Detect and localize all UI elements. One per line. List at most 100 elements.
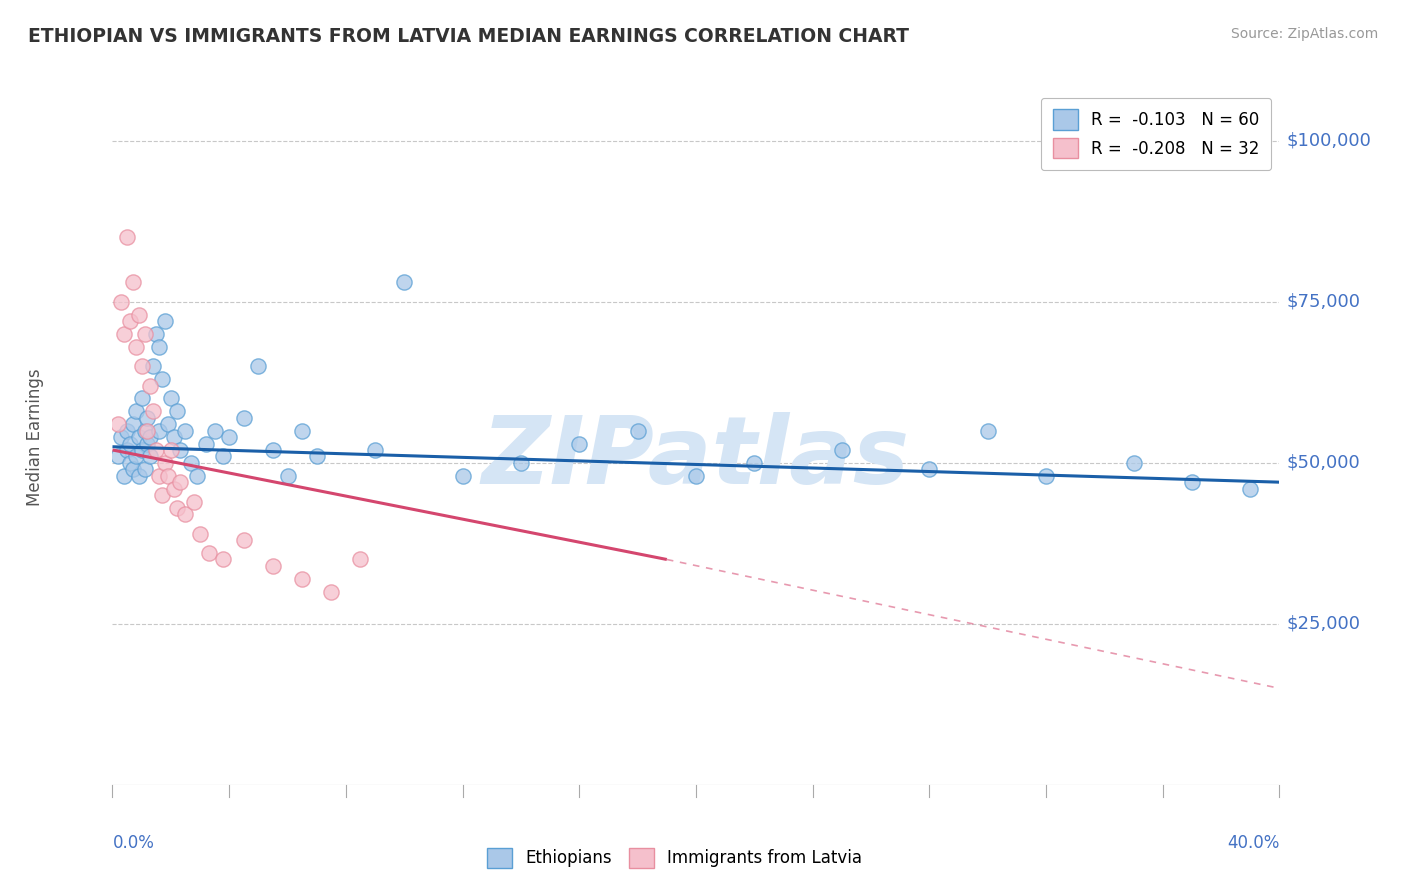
Point (156, 468, 179, 483)
Point (134, 326, 156, 341)
Point (1035, 468, 1057, 483)
Point (976, 424, 998, 438)
Point (136, 410, 159, 425)
Point (183, 494, 205, 508)
Point (392, 276, 416, 290)
Legend: Ethiopians, Immigrants from Latvia: Ethiopians, Immigrants from Latvia (481, 841, 869, 875)
Point (131, 392, 153, 406)
Point (232, 410, 254, 425)
Point (115, 230, 138, 244)
Point (150, 372, 173, 386)
Point (122, 276, 145, 290)
Point (139, 430, 162, 444)
Point (160, 392, 183, 406)
Point (291, 424, 314, 438)
Point (742, 456, 765, 470)
Point (131, 442, 153, 457)
Point (118, 436, 141, 450)
Point (305, 450, 328, 464)
Text: 0.0%: 0.0% (112, 834, 155, 852)
Point (291, 572, 314, 586)
Point (262, 442, 284, 457)
Point (145, 442, 167, 457)
Point (163, 482, 186, 496)
Point (134, 424, 156, 438)
Point (1122, 456, 1144, 470)
Point (136, 436, 159, 450)
Point (125, 340, 148, 354)
Point (169, 442, 191, 457)
Point (125, 404, 148, 418)
Point (107, 417, 129, 432)
Point (1239, 482, 1261, 496)
Point (197, 546, 219, 560)
Point (128, 468, 150, 483)
Point (451, 468, 474, 483)
Point (136, 424, 159, 438)
Point (180, 456, 202, 470)
Text: Source: ZipAtlas.com: Source: ZipAtlas.com (1230, 27, 1378, 41)
Point (150, 488, 173, 502)
Point (148, 424, 170, 438)
Point (139, 378, 162, 392)
Point (156, 417, 179, 432)
Point (148, 468, 170, 483)
Point (186, 468, 208, 483)
Text: $25,000: $25,000 (1286, 615, 1361, 633)
Point (212, 552, 235, 566)
Point (166, 404, 188, 418)
Point (163, 430, 186, 444)
Text: ETHIOPIAN VS IMMIGRANTS FROM LATVIA MEDIAN EARNINGS CORRELATION CHART: ETHIOPIAN VS IMMIGRANTS FROM LATVIA MEDI… (28, 27, 910, 45)
Point (204, 424, 226, 438)
Point (122, 462, 145, 476)
Point (142, 359, 165, 374)
Point (685, 468, 707, 483)
Point (107, 450, 129, 464)
Point (509, 456, 531, 470)
Point (110, 294, 132, 309)
Point (125, 450, 148, 464)
Point (174, 424, 197, 438)
Point (276, 468, 298, 483)
Point (247, 359, 270, 374)
Point (321, 584, 343, 599)
Point (349, 552, 371, 566)
Point (626, 424, 648, 438)
Point (188, 526, 211, 541)
Point (112, 326, 135, 341)
Point (139, 450, 162, 464)
Point (364, 442, 387, 457)
Point (174, 508, 197, 522)
Point (568, 436, 591, 450)
Point (1181, 475, 1204, 490)
Point (131, 359, 153, 374)
Text: ZIPatlas: ZIPatlas (482, 412, 910, 504)
Point (128, 308, 150, 322)
Point (153, 314, 176, 328)
Point (118, 456, 141, 470)
Point (918, 462, 941, 476)
Point (232, 533, 254, 548)
Text: $75,000: $75,000 (1286, 293, 1361, 310)
Point (118, 314, 141, 328)
Point (115, 442, 138, 457)
Point (134, 462, 156, 476)
Point (262, 558, 284, 573)
Point (142, 404, 165, 418)
Point (148, 340, 170, 354)
Text: Median Earnings: Median Earnings (27, 368, 44, 506)
Point (194, 436, 217, 450)
Point (169, 475, 191, 490)
Point (122, 417, 145, 432)
Text: 40.0%: 40.0% (1227, 834, 1279, 852)
Point (115, 424, 138, 438)
Text: $50,000: $50,000 (1286, 454, 1360, 472)
Legend: R =  -0.103   N = 60, R =  -0.208   N = 32: R = -0.103 N = 60, R = -0.208 N = 32 (1040, 97, 1271, 169)
Point (145, 326, 167, 341)
Point (112, 468, 135, 483)
Point (110, 430, 132, 444)
Point (831, 442, 853, 457)
Text: $100,000: $100,000 (1286, 132, 1371, 150)
Point (218, 430, 240, 444)
Point (212, 450, 235, 464)
